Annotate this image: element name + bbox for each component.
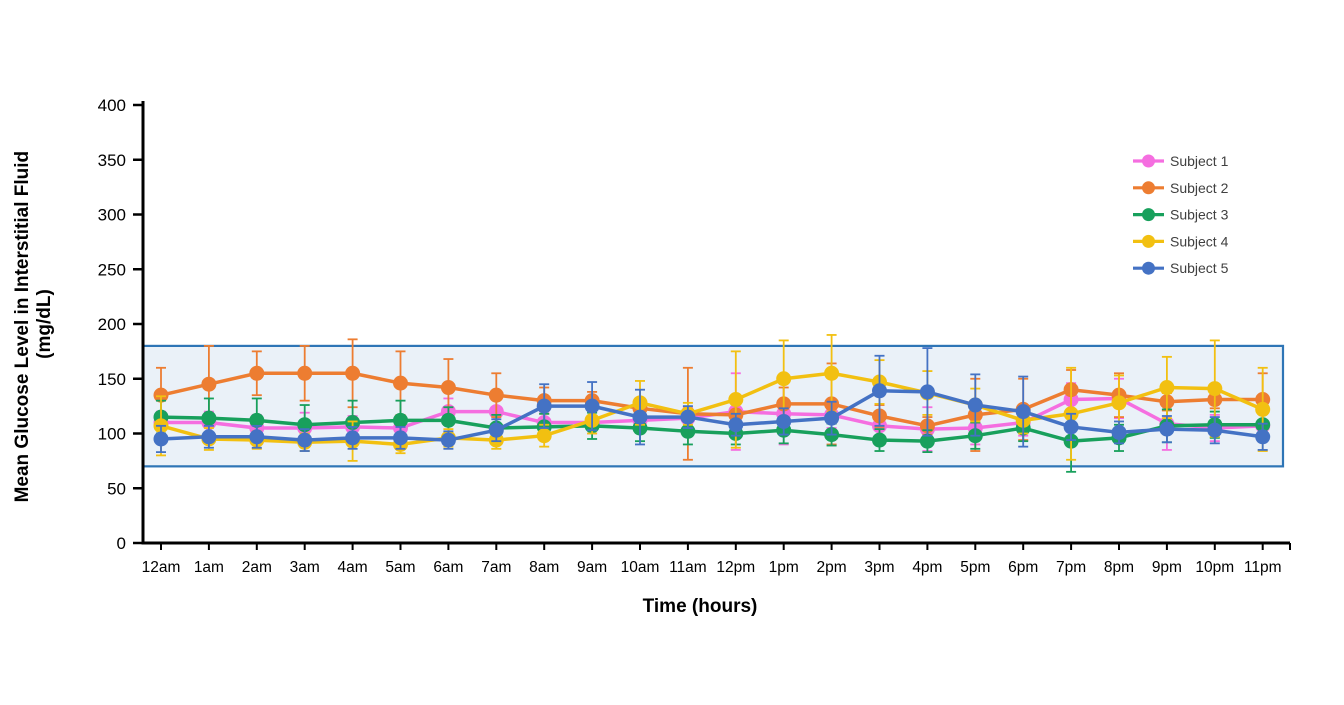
x-tick-label: 12am [142, 559, 181, 576]
data-point [1207, 381, 1223, 397]
y-axis-title: Mean Glucose Level in Interstitial Fluid… [12, 146, 55, 503]
data-point [536, 398, 552, 414]
data-point [584, 398, 600, 414]
data-point [440, 412, 456, 428]
x-tick-label: 7pm [1056, 559, 1086, 576]
data-point [776, 371, 792, 387]
data-point [1255, 429, 1271, 445]
legend-item-label: Subject 5 [1170, 260, 1229, 276]
legend-item-label: Subject 2 [1170, 180, 1229, 196]
data-point [824, 410, 840, 426]
x-tick-label: 10pm [1195, 559, 1234, 576]
x-tick-label: 9am [577, 559, 607, 576]
data-point [201, 376, 217, 392]
x-tick-label: 6am [433, 559, 463, 576]
x-tick-label: 8pm [1104, 559, 1134, 576]
series-line [159, 371, 1265, 428]
data-point [345, 430, 361, 446]
y-tick-label: 150 [98, 370, 126, 389]
data-point [1255, 401, 1271, 417]
legend-marker [1142, 154, 1155, 168]
y-tick-label: 200 [98, 315, 126, 334]
x-axis-title: Time (hours) [643, 596, 758, 617]
data-point [1207, 422, 1223, 438]
legend-item-label: Subject 3 [1170, 207, 1229, 223]
x-tick-label: 3am [290, 559, 320, 576]
x-tick-label: 9pm [1152, 559, 1182, 576]
legend-marker [1142, 261, 1155, 275]
data-point [919, 433, 935, 449]
data-point [728, 392, 744, 408]
data-point [297, 432, 313, 448]
y-tick-label: 350 [98, 151, 126, 170]
x-tick-label: 5am [385, 559, 415, 576]
x-tick-label: 11pm [1244, 559, 1282, 576]
y-tick-label: 400 [98, 96, 126, 115]
data-point [488, 387, 504, 403]
x-tick-label: 6pm [1008, 559, 1038, 576]
x-tick-label: 4pm [912, 559, 942, 576]
x-tick-label: 7am [481, 559, 511, 576]
x-tick-label: 2pm [817, 559, 847, 576]
y-tick-label: 300 [98, 206, 126, 225]
data-point [393, 375, 408, 391]
series-line [159, 371, 1265, 447]
data-point [536, 428, 552, 444]
data-point [153, 431, 169, 447]
legend-item-label: Subject 4 [1170, 233, 1229, 249]
data-point [872, 432, 887, 448]
data-point [440, 380, 456, 396]
x-tick-label: 10am [621, 559, 660, 576]
y-tick-label: 100 [98, 425, 126, 444]
y-tick-label: 0 [117, 534, 126, 553]
plot-area: 0 50 100 150 200 250 300 350 400 12am 1am 2am 3am 4am… [98, 96, 1291, 576]
legend-marker [1142, 181, 1155, 195]
x-tick-label: 4am [338, 559, 368, 576]
data-point [824, 365, 840, 381]
data-point [1159, 421, 1175, 437]
data-point [776, 413, 792, 429]
data-point [1111, 424, 1127, 440]
x-tick-label: 5pm [960, 559, 990, 576]
data-point [249, 412, 265, 428]
x-tick-label: 1am [194, 559, 224, 576]
data-point [919, 384, 935, 400]
x-tick-label: 2am [242, 559, 272, 576]
series-line [159, 389, 1265, 442]
data-point [249, 365, 265, 381]
x-tick-label: 11am [669, 559, 707, 576]
data-point [201, 429, 217, 445]
x-tick-label: 12pm [716, 559, 755, 576]
data-point [1111, 395, 1127, 411]
data-point [728, 417, 744, 433]
data-point [297, 365, 313, 381]
series-line [159, 415, 1265, 443]
data-point [1015, 404, 1031, 420]
y-tick-label: 250 [98, 260, 126, 279]
x-tick-label: 1pm [769, 559, 799, 576]
data-point [1159, 380, 1175, 396]
data-point [680, 409, 696, 425]
data-point [967, 397, 983, 413]
data-point [1063, 419, 1079, 435]
data-point [393, 412, 408, 428]
data-point [345, 365, 361, 381]
data-point [872, 383, 887, 399]
x-tick-label: 8am [529, 559, 559, 576]
legend-marker [1142, 208, 1155, 222]
data-point [393, 430, 408, 446]
legend-item-label: Subject 1 [1170, 153, 1229, 169]
data-point [249, 429, 265, 445]
data-point [440, 432, 456, 448]
data-point [201, 410, 217, 426]
data-point [488, 422, 504, 438]
data-point [153, 387, 169, 403]
data-point [632, 409, 648, 425]
legend-marker [1142, 234, 1155, 248]
x-tick-label: 3pm [864, 559, 894, 576]
y-tick-label: 50 [107, 479, 126, 498]
